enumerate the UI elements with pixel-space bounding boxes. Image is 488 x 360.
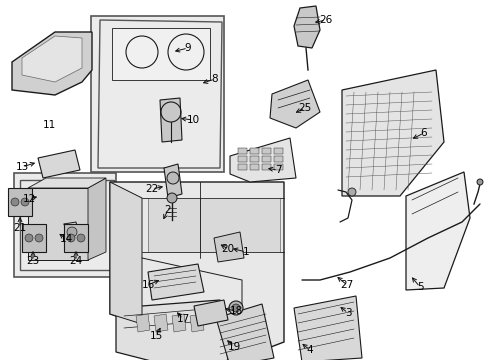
Polygon shape: [116, 300, 227, 360]
Polygon shape: [273, 148, 283, 154]
Polygon shape: [293, 296, 361, 360]
Text: 19: 19: [227, 342, 240, 352]
Polygon shape: [22, 224, 46, 252]
Circle shape: [35, 234, 43, 242]
Text: 4: 4: [306, 345, 313, 355]
Text: 26: 26: [319, 15, 332, 25]
Polygon shape: [98, 20, 222, 168]
Circle shape: [25, 234, 33, 242]
Circle shape: [167, 193, 177, 203]
Bar: [91, 16, 224, 172]
Polygon shape: [229, 138, 295, 182]
Polygon shape: [22, 36, 82, 82]
Polygon shape: [154, 314, 168, 332]
Polygon shape: [262, 148, 270, 154]
Polygon shape: [110, 182, 284, 358]
Circle shape: [67, 227, 77, 237]
Text: 22: 22: [145, 184, 158, 194]
Text: 25: 25: [298, 103, 311, 113]
Circle shape: [476, 179, 482, 185]
Polygon shape: [216, 304, 273, 360]
Polygon shape: [269, 80, 319, 128]
Polygon shape: [136, 314, 150, 332]
Circle shape: [77, 234, 85, 242]
Text: 10: 10: [186, 115, 199, 125]
Text: 6: 6: [420, 128, 427, 138]
Text: 9: 9: [184, 43, 191, 53]
Text: 5: 5: [416, 282, 423, 292]
Text: 20: 20: [221, 244, 234, 254]
Text: 14: 14: [59, 234, 73, 244]
Text: 27: 27: [340, 280, 353, 290]
Polygon shape: [273, 156, 283, 162]
Polygon shape: [249, 148, 259, 154]
Circle shape: [11, 198, 19, 206]
Polygon shape: [20, 180, 114, 270]
Text: 15: 15: [149, 331, 163, 341]
Polygon shape: [8, 188, 32, 216]
Circle shape: [231, 304, 240, 312]
Text: 16: 16: [141, 280, 154, 290]
Polygon shape: [249, 164, 259, 170]
Polygon shape: [38, 150, 80, 178]
Text: 1: 1: [242, 247, 249, 257]
Text: 12: 12: [22, 194, 36, 204]
Text: 21: 21: [13, 223, 26, 233]
Polygon shape: [112, 28, 209, 80]
Polygon shape: [273, 164, 283, 170]
Polygon shape: [194, 300, 227, 326]
Text: 3: 3: [344, 308, 350, 318]
Polygon shape: [110, 182, 142, 324]
Text: 17: 17: [176, 314, 189, 324]
Polygon shape: [28, 178, 106, 188]
Circle shape: [228, 301, 243, 315]
Polygon shape: [405, 172, 469, 290]
Polygon shape: [214, 232, 244, 262]
Text: 8: 8: [211, 74, 218, 84]
Polygon shape: [172, 314, 185, 332]
Polygon shape: [341, 70, 443, 196]
Polygon shape: [160, 98, 182, 142]
Text: 23: 23: [26, 256, 40, 266]
Polygon shape: [64, 224, 88, 252]
Polygon shape: [293, 6, 319, 48]
Polygon shape: [148, 198, 280, 252]
Polygon shape: [238, 164, 246, 170]
Bar: [14, 173, 116, 277]
Polygon shape: [12, 32, 92, 95]
Polygon shape: [28, 188, 88, 260]
Polygon shape: [88, 178, 106, 260]
Polygon shape: [190, 314, 203, 332]
Polygon shape: [148, 264, 203, 300]
Polygon shape: [249, 156, 259, 162]
Polygon shape: [262, 156, 270, 162]
Polygon shape: [163, 164, 182, 198]
Circle shape: [67, 234, 75, 242]
Text: 11: 11: [42, 120, 56, 130]
Circle shape: [21, 198, 29, 206]
Text: 2: 2: [164, 205, 171, 215]
Circle shape: [167, 172, 179, 184]
Polygon shape: [238, 156, 246, 162]
Text: 18: 18: [229, 306, 242, 316]
Polygon shape: [262, 164, 270, 170]
Text: 13: 13: [15, 162, 29, 172]
Circle shape: [347, 188, 355, 196]
Polygon shape: [238, 148, 246, 154]
Text: 7: 7: [274, 165, 281, 175]
Text: 24: 24: [69, 256, 82, 266]
